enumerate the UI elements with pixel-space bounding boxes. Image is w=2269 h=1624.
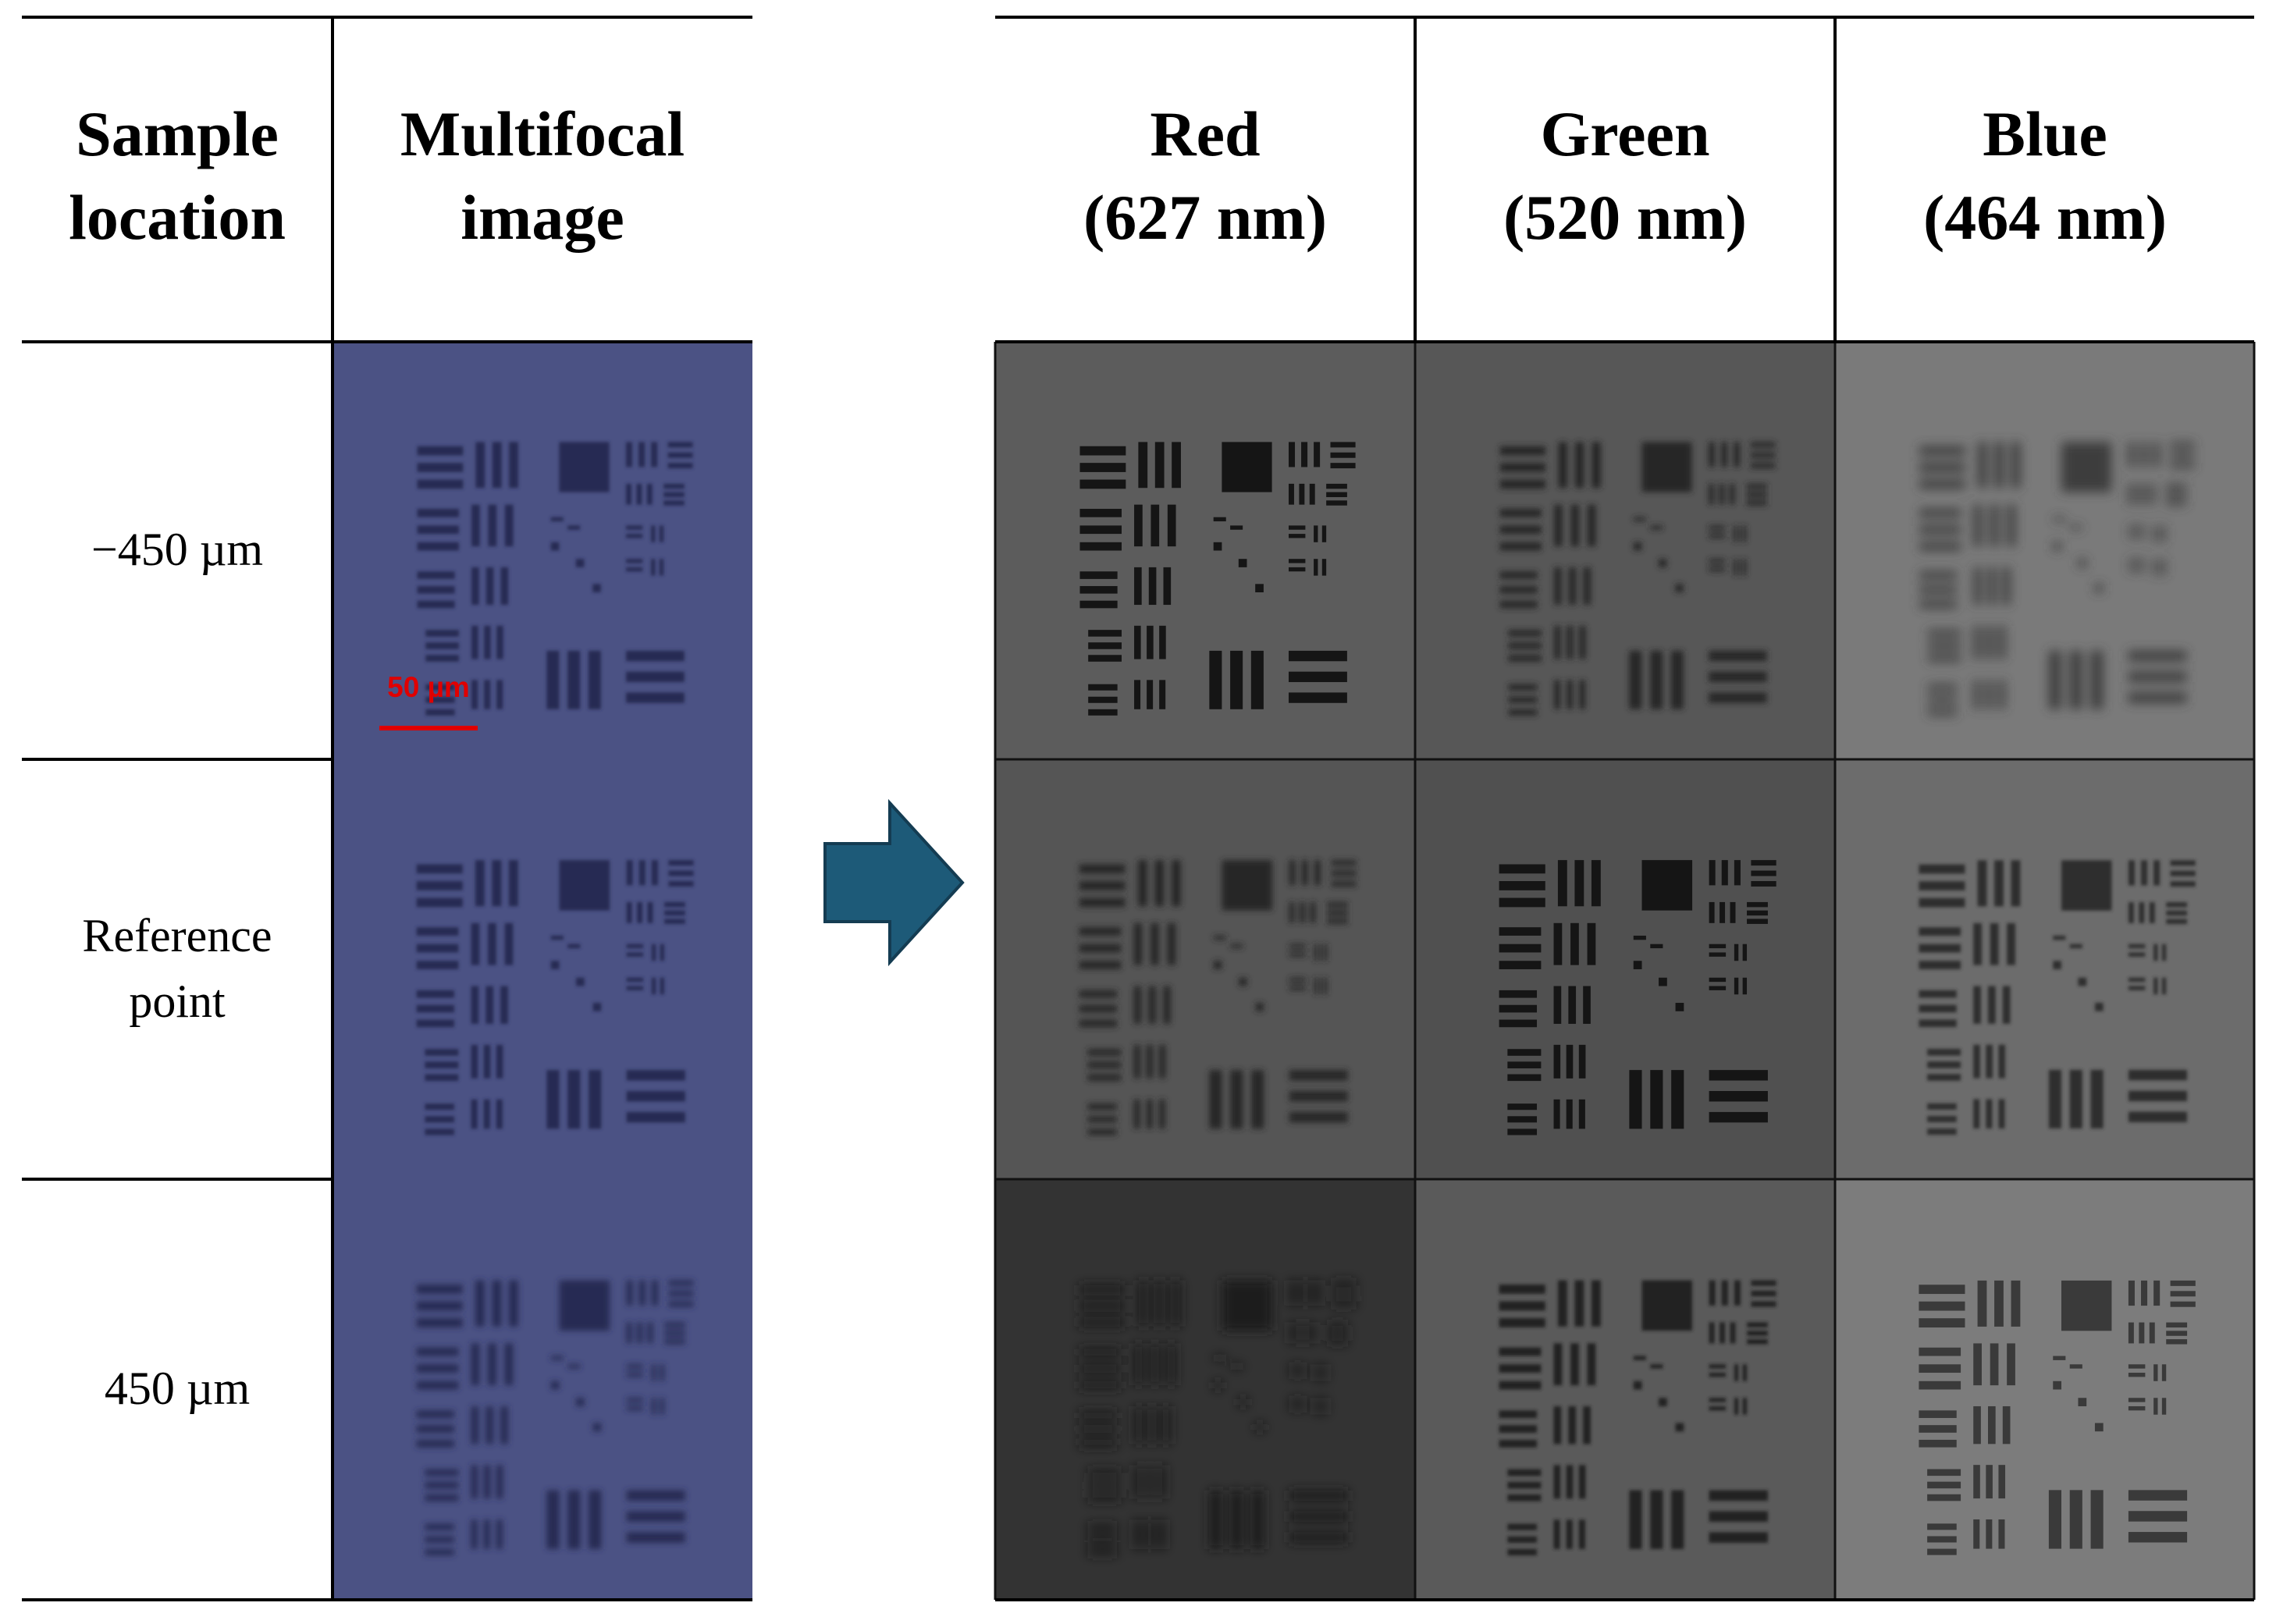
image-background	[1835, 1179, 2254, 1600]
scale-bar-label: 50 µm	[387, 671, 470, 703]
header: Sample	[76, 98, 279, 169]
header: image	[461, 182, 624, 253]
image-background	[1415, 342, 1835, 759]
image-background	[1835, 759, 2254, 1179]
image-background	[995, 1179, 1415, 1600]
header: Green	[1540, 98, 1709, 169]
multifocal-images	[333, 342, 752, 1600]
row-label: point	[129, 975, 226, 1027]
header: (520 nm)	[1503, 182, 1747, 253]
header: (627 nm)	[1083, 182, 1327, 253]
image-background	[1835, 342, 2254, 759]
header: Multifocal	[400, 98, 685, 169]
arrow	[823, 798, 965, 967]
row-label: Reference	[82, 910, 272, 961]
header: Red	[1150, 98, 1260, 169]
row-label: −450 µm	[91, 524, 263, 575]
image-background	[1415, 759, 1835, 1179]
reconstructed-images	[994, 342, 2256, 1600]
image-borders	[994, 342, 2256, 1600]
image-background	[995, 759, 1415, 1179]
header: Blue	[1983, 98, 2107, 169]
header: location	[69, 182, 286, 253]
table-rules	[22, 16, 2254, 1601]
image-background	[995, 342, 1415, 759]
image-background	[333, 342, 752, 1600]
image-background	[1415, 1179, 1835, 1600]
header: (464 nm)	[1923, 182, 2167, 253]
row-label: 450 µm	[105, 1363, 250, 1414]
